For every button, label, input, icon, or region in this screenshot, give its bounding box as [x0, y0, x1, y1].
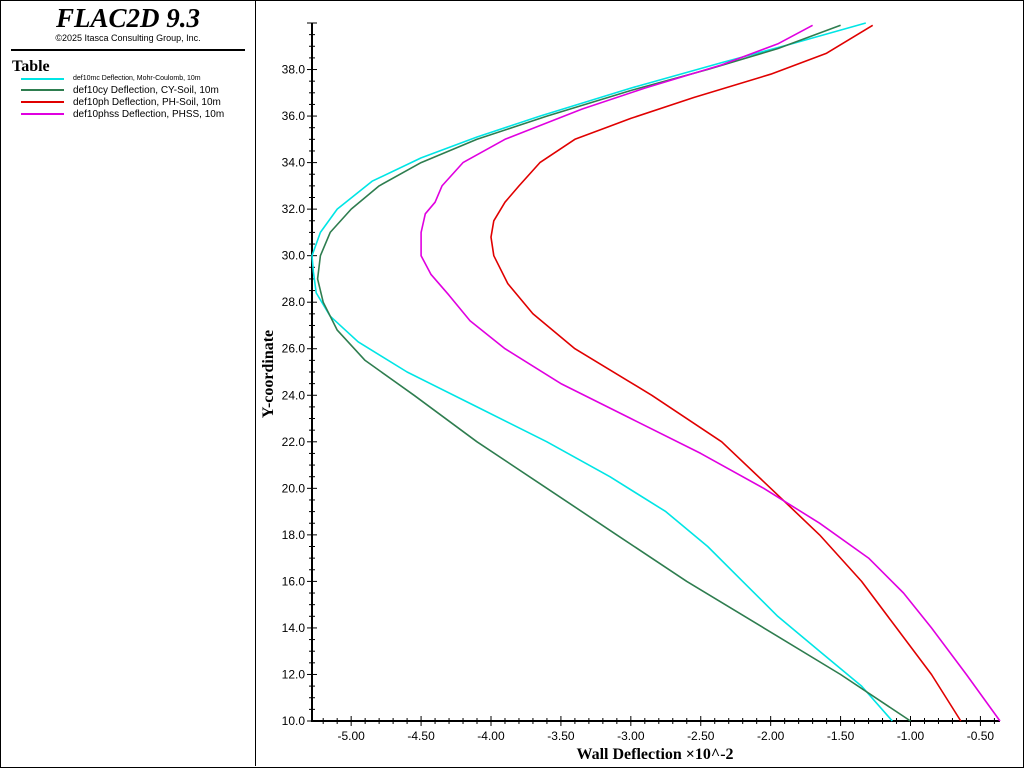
copyright-text: ©2025 Itasca Consulting Group, Inc.	[55, 33, 201, 43]
legend-label: def10mc Deflection, Mohr-Coulomb, 10m	[73, 75, 201, 82]
y-tick-label: 26.0	[282, 342, 306, 356]
y-tick-label: 38.0	[282, 63, 306, 77]
y-tick-label: 24.0	[282, 388, 306, 402]
x-tick-label: -5.00	[337, 729, 365, 743]
series-line-2	[316, 24, 911, 722]
y-tick-label: 28.0	[282, 295, 306, 309]
y-tick-label: 14.0	[282, 621, 306, 635]
legend-swatch	[21, 113, 64, 115]
y-tick-label: 22.0	[282, 435, 306, 449]
y-tick-label: 36.0	[282, 109, 306, 123]
deflection-chart: 10.0 12.0 14.0 16.0 18.0 20.0 22.0 24.0 26.0 28.0…	[260, 22, 1001, 763]
series-line-1	[311, 22, 893, 722]
legend-panel: FLAC2D 9.3 ©2025 Itasca Consulting Group…	[1, 1, 256, 766]
y-tick-label: 30.0	[282, 249, 306, 263]
y-tick-label: 16.0	[282, 574, 306, 588]
series-layer	[311, 22, 1001, 722]
y-tick-label: 32.0	[282, 202, 306, 216]
legend-swatch	[21, 78, 64, 80]
y-tick-label: 18.0	[282, 528, 306, 542]
legend-label: def10cy Deflection, CY-Soil, 10m	[73, 85, 219, 96]
x-tick-label: -4.00	[477, 729, 505, 743]
app-title: FLAC2D 9.3	[55, 3, 201, 33]
chart-area: 10.0 12.0 14.0 16.0 18.0 20.0 22.0 24.0 26.0 28.0…	[256, 1, 1022, 771]
x-tick-label: -4.50	[407, 729, 435, 743]
x-tick-label: -1.00	[897, 729, 925, 743]
y-axis-label: Y-coordinate	[260, 330, 277, 418]
axes: 10.0 12.0 14.0 16.0 18.0 20.0 22.0 24.0 26.0 28.0…	[282, 22, 1000, 743]
y-tick-label: 10.0	[282, 714, 306, 728]
x-axis-label: Wall Deflection ×10^-2	[576, 746, 733, 763]
legend-list: def10mc Deflection, Mohr-Coulomb, 10m de…	[21, 74, 253, 121]
x-tick-label: -2.50	[687, 729, 715, 743]
legend-swatch	[21, 101, 64, 103]
x-tick-label: -1.50	[827, 729, 855, 743]
legend-item[interactable]: def10phss Deflection, PHSS, 10m	[21, 109, 253, 121]
x-tick-label: -2.00	[757, 729, 785, 743]
legend-label: def10ph Deflection, PH-Soil, 10m	[73, 97, 221, 108]
legend-item[interactable]: def10cy Deflection, CY-Soil, 10m	[21, 85, 253, 97]
x-tick-label: -3.00	[617, 729, 645, 743]
series-line-4	[420, 24, 1001, 722]
y-tick-label: 20.0	[282, 481, 306, 495]
y-tick-label: 34.0	[282, 156, 306, 170]
x-tick-label: -0.50	[967, 729, 995, 743]
legend-title: Table	[12, 58, 50, 75]
series-line-3	[490, 24, 962, 722]
legend-label: def10phss Deflection, PHSS, 10m	[73, 109, 225, 120]
legend-swatch	[21, 89, 64, 91]
y-tick-label: 12.0	[282, 667, 306, 681]
x-tick-label: -3.50	[547, 729, 575, 743]
title-divider	[11, 49, 245, 51]
legend-item[interactable]: def10mc Deflection, Mohr-Coulomb, 10m	[21, 74, 253, 85]
legend-item[interactable]: def10ph Deflection, PH-Soil, 10m	[21, 97, 253, 109]
